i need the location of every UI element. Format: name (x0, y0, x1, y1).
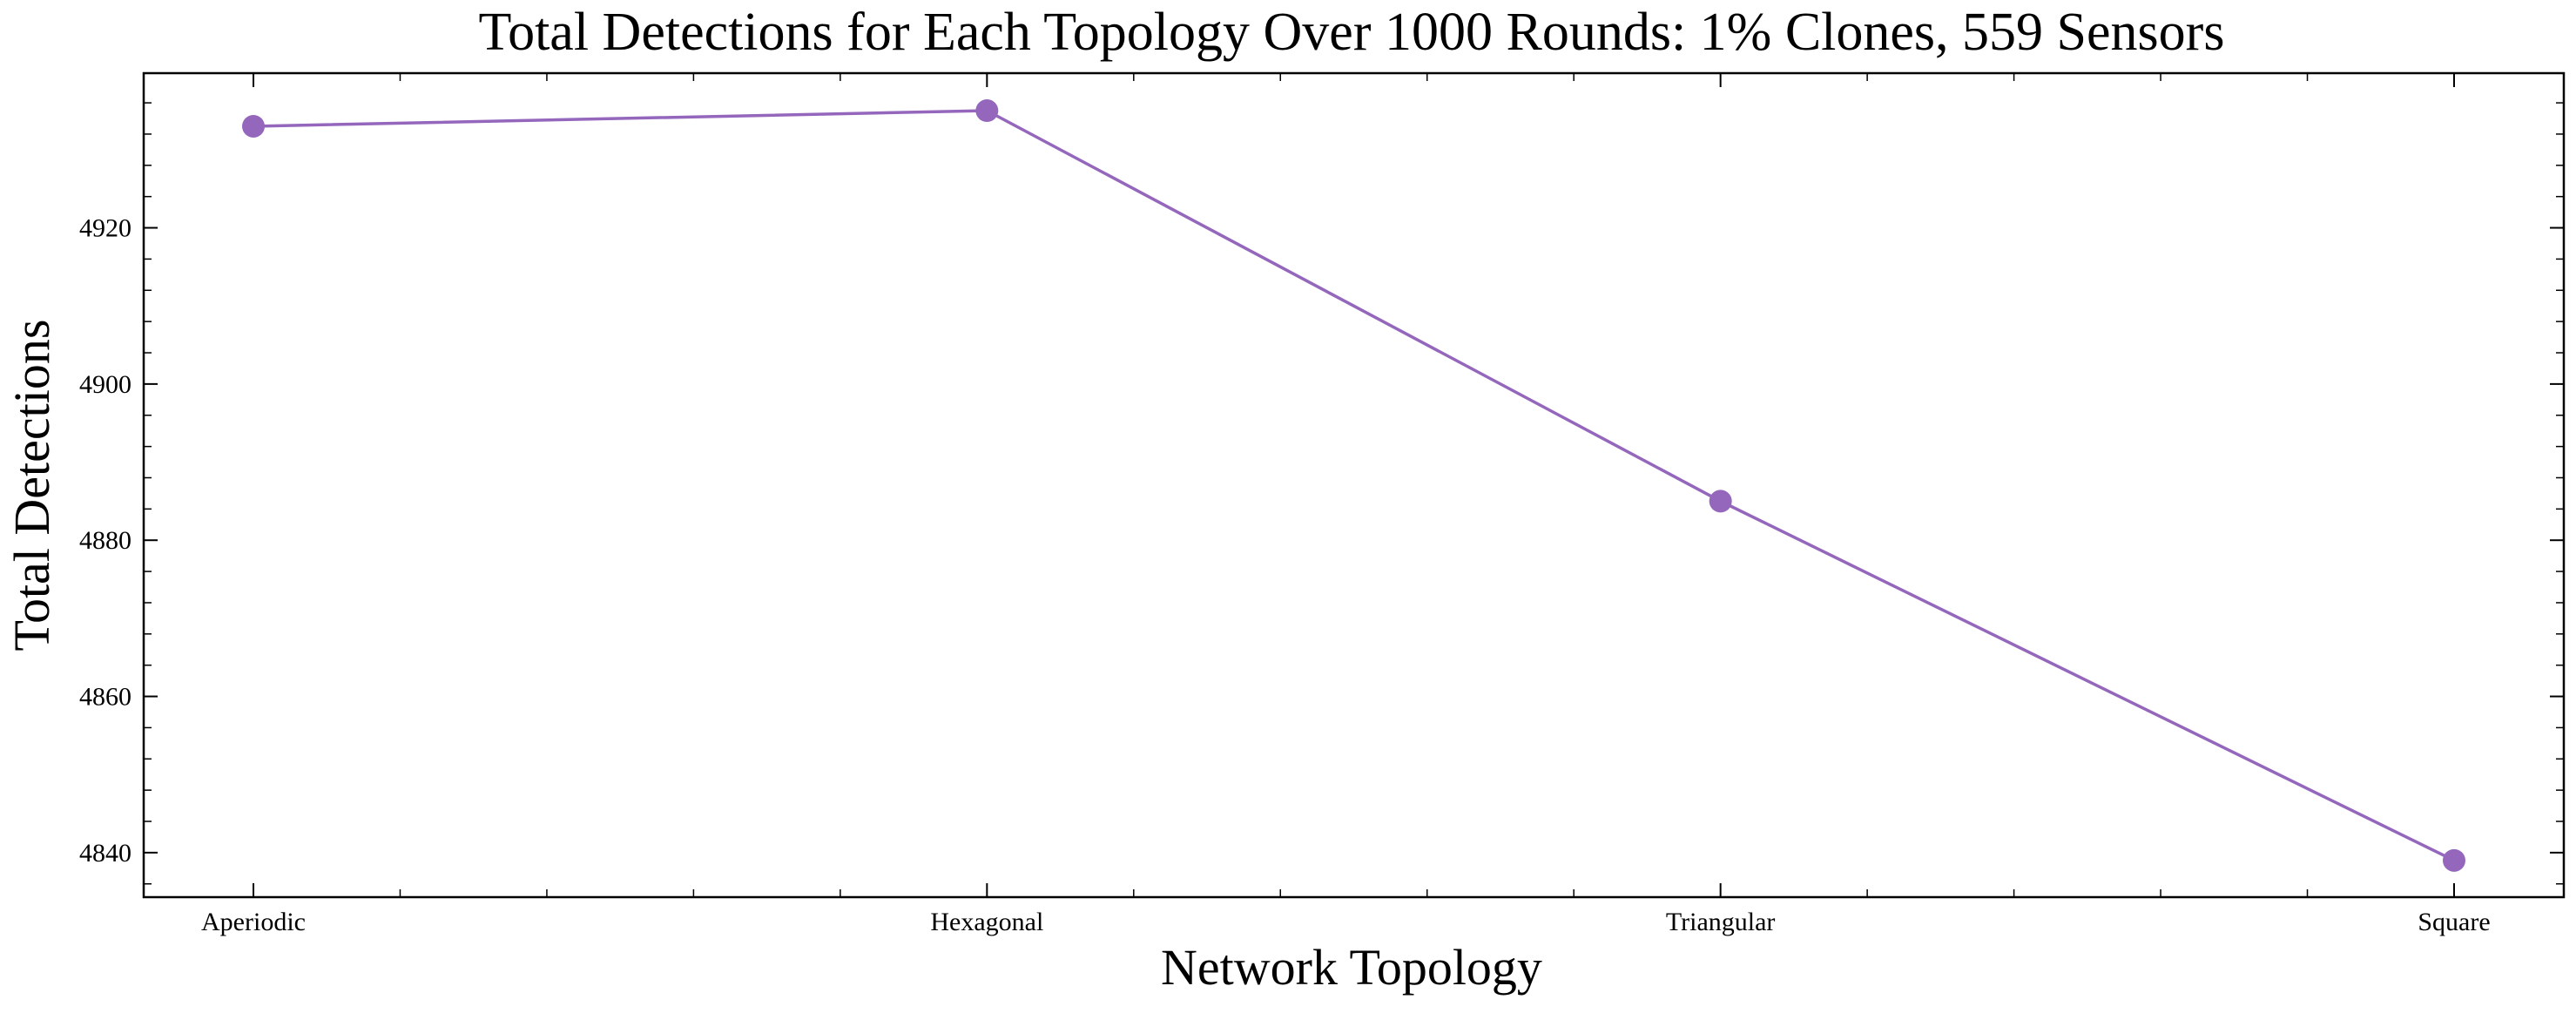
x-tick-label: Square (2418, 908, 2490, 936)
x-tick-label: Hexagonal (930, 908, 1043, 936)
plot-area: 4840 4860 4880 4900 4920 Aperiodic Hexagonal Tr… (79, 71, 2566, 936)
data-point (2443, 848, 2465, 872)
x-tick-label: Aperiodic (201, 908, 306, 936)
y-tick-label: 4840 (79, 839, 131, 868)
y-axis-label: Total Detections (3, 320, 60, 652)
data-point (1709, 490, 1732, 513)
plot-frame (142, 71, 2566, 899)
data-point (242, 114, 265, 138)
y-tick-label: 4920 (79, 214, 131, 243)
y-tick-label: 4860 (79, 683, 131, 712)
x-tick-label: Triangular (1666, 908, 1776, 936)
data-point (975, 99, 999, 123)
y-tick-label: 4900 (79, 370, 131, 399)
series-line (253, 109, 2455, 862)
y-tick-label: 4880 (79, 526, 131, 555)
chart-title: Total Detections for Each Topology Over … (479, 3, 2225, 62)
x-axis-label: Network Topology (1161, 939, 1542, 996)
